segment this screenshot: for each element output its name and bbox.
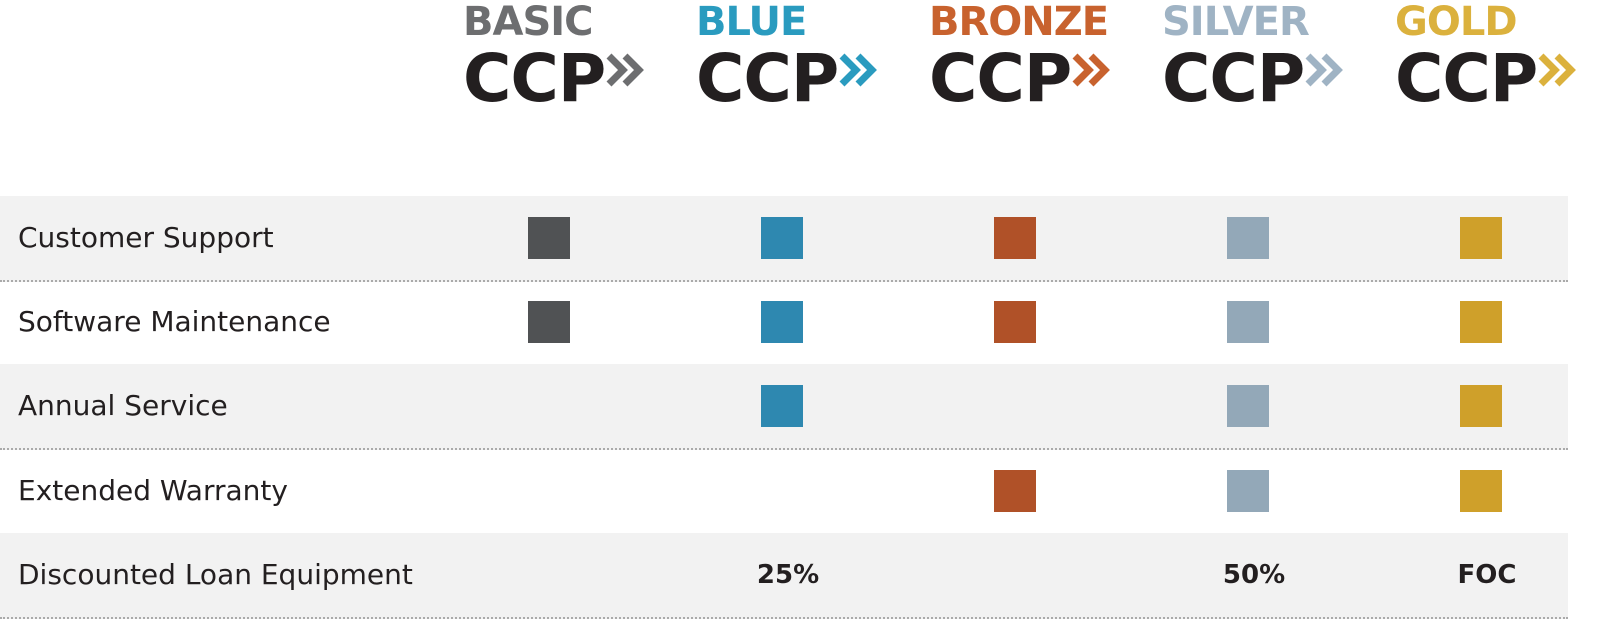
included-mark bbox=[994, 217, 1036, 259]
included-mark bbox=[528, 301, 570, 343]
brand-logo: CCP bbox=[929, 46, 1113, 112]
chevrons bbox=[839, 53, 878, 87]
brand-name: CCP bbox=[696, 40, 839, 117]
chevron bbox=[622, 53, 645, 87]
row-label: Software Maintenance bbox=[18, 305, 331, 338]
included-mark bbox=[761, 385, 803, 427]
chevron bbox=[1072, 53, 1095, 87]
row-label: Annual Service bbox=[18, 389, 228, 422]
tier-header: BRONZE CCP bbox=[929, 0, 1113, 112]
chevron bbox=[1538, 53, 1561, 87]
chevron bbox=[606, 53, 629, 87]
cell-value: 50% bbox=[1222, 560, 1286, 590]
table-row: Customer Support bbox=[0, 196, 1568, 282]
chevron bbox=[1088, 53, 1111, 87]
chevrons bbox=[1305, 53, 1344, 87]
row-label: Customer Support bbox=[18, 221, 274, 254]
tier-name: BLUE bbox=[696, 0, 807, 45]
brand-logo: CCP bbox=[463, 46, 647, 112]
included-mark bbox=[1460, 470, 1502, 512]
tier-name: SILVER bbox=[1162, 0, 1310, 45]
included-mark bbox=[994, 470, 1036, 512]
included-mark bbox=[528, 217, 570, 259]
tier-header: GOLD CCP bbox=[1395, 0, 1579, 112]
table-row: Extended Warranty bbox=[0, 449, 1568, 535]
tier-name: BRONZE bbox=[929, 0, 1109, 45]
included-mark bbox=[1227, 385, 1269, 427]
chevron bbox=[1321, 53, 1344, 87]
brand-logo: CCP bbox=[1395, 46, 1579, 112]
chevron bbox=[855, 53, 878, 87]
brand-name: CCP bbox=[929, 40, 1072, 117]
included-mark bbox=[1227, 301, 1269, 343]
cell-value: 25% bbox=[756, 560, 820, 590]
tier-name: GOLD bbox=[1395, 0, 1518, 45]
included-mark bbox=[761, 217, 803, 259]
tier-header: BASIC CCP bbox=[463, 0, 647, 112]
row-label: Extended Warranty bbox=[18, 474, 288, 507]
chevron bbox=[1305, 53, 1328, 87]
brand-name: CCP bbox=[463, 40, 606, 117]
chevron bbox=[1554, 53, 1577, 87]
brand-logo: CCP bbox=[1162, 46, 1346, 112]
included-mark bbox=[1227, 217, 1269, 259]
row-label: Discounted Loan Equipment bbox=[18, 558, 413, 591]
chevron bbox=[839, 53, 862, 87]
included-mark bbox=[1460, 301, 1502, 343]
brand-name: CCP bbox=[1162, 40, 1305, 117]
tier-name: BASIC bbox=[463, 0, 594, 45]
included-mark bbox=[1460, 385, 1502, 427]
included-mark bbox=[1460, 217, 1502, 259]
table-row: Software Maintenance bbox=[0, 280, 1568, 366]
included-mark bbox=[994, 301, 1036, 343]
brand-logo: CCP bbox=[696, 46, 880, 112]
included-mark bbox=[761, 301, 803, 343]
cell-value: FOC bbox=[1457, 560, 1517, 590]
chevrons bbox=[606, 53, 645, 87]
included-mark bbox=[1227, 470, 1269, 512]
tier-header: BLUE CCP bbox=[696, 0, 880, 112]
chevrons bbox=[1072, 53, 1111, 87]
table-row: Discounted Loan Equipment 25% 50% FOC bbox=[0, 533, 1568, 619]
table-row: Annual Service bbox=[0, 364, 1568, 450]
brand-name: CCP bbox=[1395, 40, 1538, 117]
tier-header: SILVER CCP bbox=[1162, 0, 1346, 112]
chevrons bbox=[1538, 53, 1577, 87]
